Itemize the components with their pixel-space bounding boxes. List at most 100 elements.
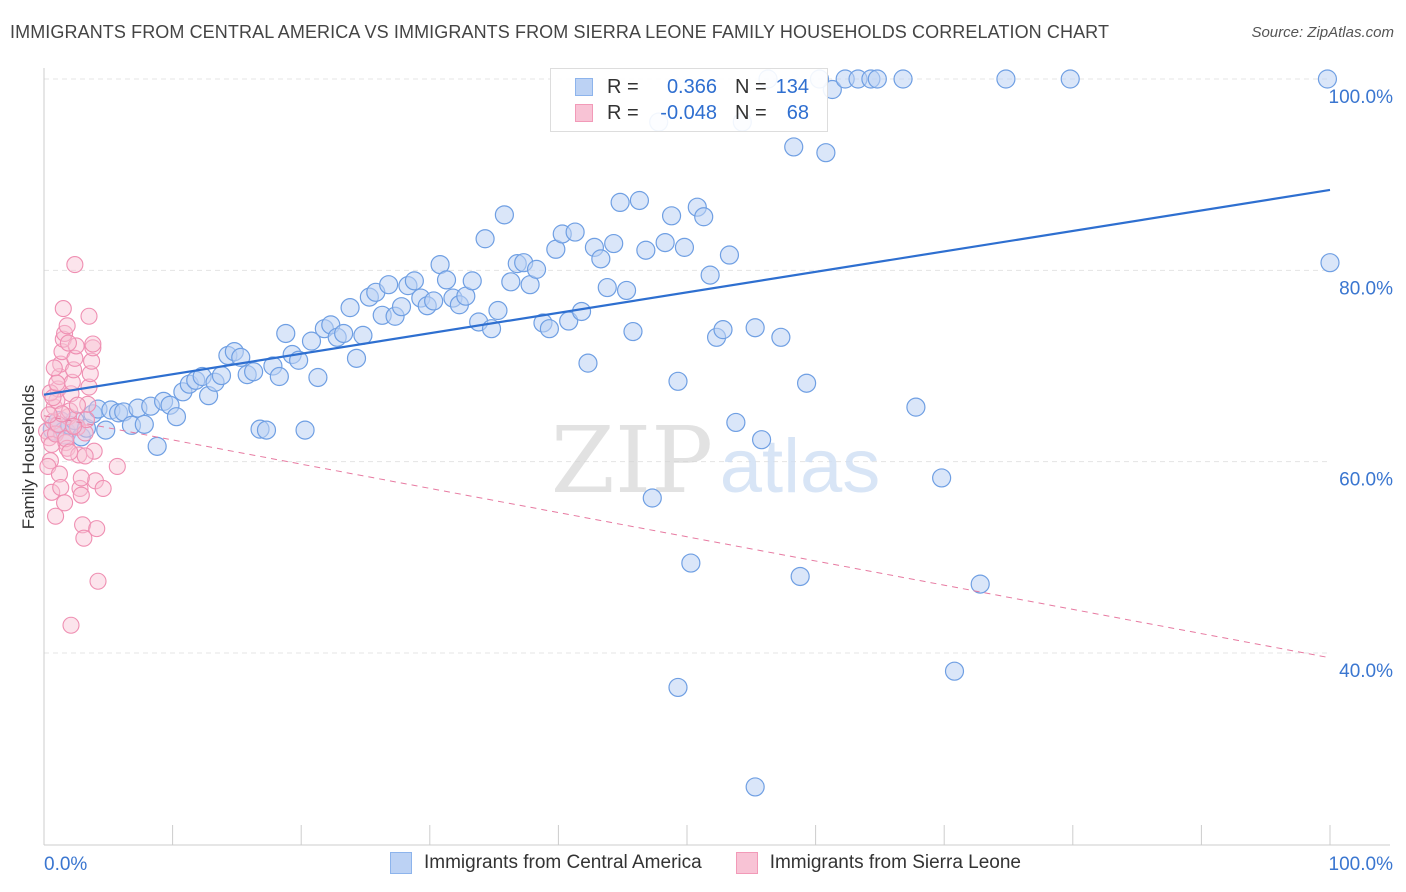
point-central-america	[166, 407, 187, 427]
point-sierra-leone	[89, 572, 107, 590]
legend-n-value: 134	[775, 75, 809, 98]
point-sierra-leone	[40, 406, 58, 424]
point-central-america	[340, 298, 360, 318]
point-central-america	[623, 321, 643, 342]
chart-title: IMMIGRANTS FROM CENTRAL AMERICA VS IMMIG…	[10, 22, 1110, 42]
point-central-america	[96, 420, 116, 440]
legend-row-central-america: R = 0.366 N = 134	[575, 75, 809, 99]
point-sierra-leone	[66, 349, 84, 367]
point-central-america	[379, 275, 399, 295]
point-sierra-leone	[62, 616, 80, 634]
bottom-legend: Immigrants from Central America Immigran…	[390, 852, 1055, 874]
point-sierra-leone	[56, 494, 74, 512]
series-sierra-leone	[38, 256, 126, 634]
point-central-america	[944, 661, 965, 681]
point-central-america	[700, 265, 720, 285]
point-sierra-leone	[61, 443, 79, 461]
point-sierra-leone	[43, 483, 61, 501]
point-sierra-leone	[83, 352, 101, 370]
point-central-america	[597, 277, 617, 298]
legend-r-label: R =	[607, 75, 639, 98]
point-sierra-leone	[72, 486, 90, 504]
point-sierra-leone	[57, 433, 75, 452]
point-sierra-leone	[50, 465, 68, 483]
bottom-legend-swatch-pink	[735, 852, 758, 874]
point-sierra-leone	[54, 300, 72, 318]
legend-swatch-blue	[575, 78, 593, 96]
point-central-america	[616, 280, 637, 301]
point-central-america	[790, 566, 810, 587]
point-central-america	[906, 397, 926, 417]
point-central-america	[346, 348, 367, 368]
point-central-america	[726, 412, 746, 433]
point-central-america	[751, 430, 772, 450]
bottom-legend-item-sierra-leone[interactable]: Immigrants from Sierra Leone	[735, 852, 1022, 874]
point-sierra-leone	[81, 365, 99, 383]
x-tick-label-left: 0.0%	[44, 854, 87, 875]
point-sierra-leone	[45, 359, 63, 377]
point-sierra-leone	[74, 516, 92, 534]
point-central-america	[269, 366, 289, 387]
point-central-america	[1317, 69, 1338, 89]
point-central-america	[475, 229, 495, 249]
point-central-america	[719, 245, 740, 265]
source-label: Source: ZipAtlas.com	[1251, 24, 1394, 41]
bottom-legend-item-central-america[interactable]: Immigrants from Central America	[390, 852, 702, 874]
point-sierra-leone	[68, 396, 86, 414]
point-central-america	[578, 353, 598, 373]
point-central-america	[436, 270, 457, 290]
watermark-zip: ZIP	[551, 407, 713, 514]
point-central-america	[244, 362, 264, 382]
x-tick-label-right: 100.0%	[1329, 854, 1394, 875]
point-central-america	[295, 420, 315, 440]
point-central-america	[867, 69, 887, 89]
watermark-atlas: atlas	[720, 424, 881, 509]
bottom-legend-label: Immigrants from Sierra Leone	[769, 852, 1022, 873]
point-central-america	[970, 574, 990, 594]
legend-box: R = 0.366 N = 134 R = -0.048 N = 68	[550, 68, 828, 132]
point-sierra-leone	[59, 334, 77, 352]
point-central-america	[932, 468, 952, 488]
point-central-america	[771, 327, 791, 347]
point-central-america	[629, 190, 650, 211]
point-central-america	[610, 192, 630, 213]
legend-swatch-pink	[575, 104, 593, 122]
point-central-america	[424, 291, 444, 311]
point-sierra-leone	[84, 335, 102, 353]
point-sierra-leone	[94, 479, 112, 498]
point-central-america	[147, 436, 167, 456]
point-sierra-leone	[88, 520, 106, 538]
tick-labels: 40.0% 60.0% 80.0% 100.0% 0.0% 100.0%	[44, 87, 1393, 875]
point-sierra-leone	[85, 442, 103, 460]
point-central-america	[256, 420, 277, 440]
point-central-america	[334, 323, 354, 344]
point-central-america	[713, 320, 733, 340]
point-central-america	[642, 488, 662, 508]
point-sierra-leone	[80, 307, 98, 325]
point-central-america	[661, 206, 682, 226]
point-central-america	[1060, 69, 1080, 89]
y-tick-label: 40.0%	[1339, 661, 1393, 682]
y-axis-label: Family Households	[19, 385, 38, 530]
point-central-america	[745, 777, 765, 797]
legend-row-sierra-leone: R = -0.048 N = 68	[575, 101, 809, 125]
point-central-america	[391, 297, 412, 317]
point-central-america	[668, 371, 688, 391]
point-central-america	[591, 249, 611, 269]
point-sierra-leone	[52, 478, 70, 497]
point-central-america	[462, 271, 482, 291]
point-central-america	[816, 143, 836, 163]
watermark: ZIP atlas	[551, 407, 880, 514]
point-central-america	[308, 367, 328, 388]
legend-r-value: 0.366	[666, 75, 717, 98]
point-central-america	[681, 553, 701, 573]
point-central-america	[494, 205, 514, 225]
point-central-america	[745, 318, 765, 338]
point-central-america	[784, 137, 804, 157]
legend-r-label: R =	[607, 101, 639, 124]
point-sierra-leone	[48, 374, 66, 392]
point-central-america	[1320, 253, 1340, 273]
point-central-america	[501, 272, 521, 292]
point-sierra-leone	[47, 507, 65, 525]
